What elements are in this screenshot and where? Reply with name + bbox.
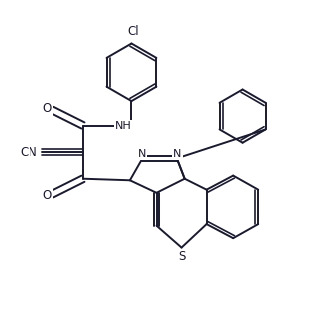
- Text: N: N: [28, 146, 37, 159]
- Text: S: S: [178, 250, 186, 263]
- Text: O: O: [42, 189, 52, 203]
- Text: N: N: [173, 149, 182, 159]
- Text: C: C: [21, 146, 29, 159]
- Text: Cl: Cl: [127, 25, 139, 38]
- Text: O: O: [42, 102, 52, 115]
- Text: NH: NH: [115, 120, 132, 130]
- Text: N: N: [138, 149, 146, 159]
